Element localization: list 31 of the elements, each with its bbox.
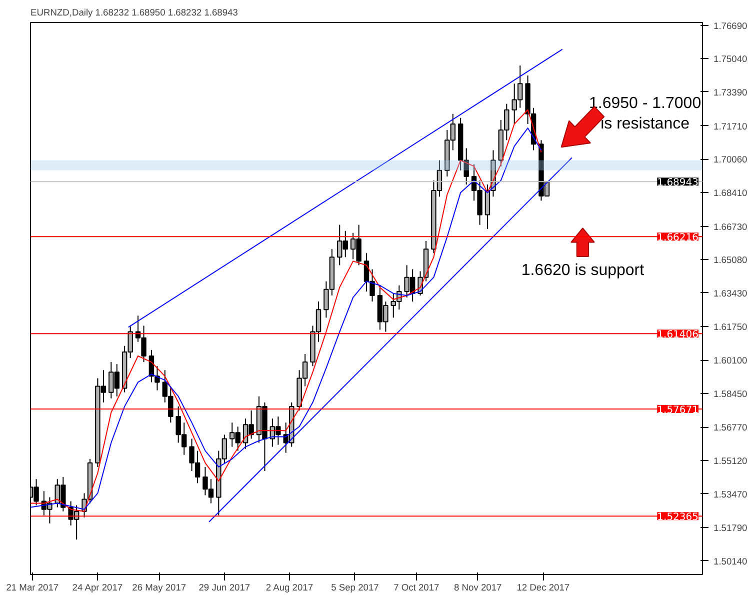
y-tick-label: 1.65080	[714, 255, 748, 266]
ref-line-label: 1.57671	[657, 405, 699, 416]
y-tick-label: 1.66730	[714, 222, 748, 232]
x-tick-label: 2 Aug 2017	[266, 582, 314, 592]
y-tick-label: 1.56770	[714, 422, 748, 433]
y-tick-label: 1.71710	[714, 121, 748, 132]
y-tick-label: 1.75040	[714, 54, 748, 64]
y-tick-label: 1.60100	[714, 356, 748, 366]
y-tick-label: 1.61750	[714, 322, 748, 332]
x-tick-label: 29 Jun 2017	[198, 582, 250, 592]
candlestick	[34, 478, 39, 506]
y-tick-label: 1.63430	[714, 288, 748, 298]
y-tick-label: 1.68410	[714, 188, 748, 198]
x-tick-label: 7 Oct 2017	[394, 582, 440, 592]
annotation: 1.6950 - 1.7000 is resistance	[588, 94, 702, 132]
y-tick-label: 1.76690	[714, 20, 748, 31]
y-tick-label: 1.58450	[714, 388, 748, 399]
x-tick-label: 12 Dec 2017	[516, 582, 570, 592]
x-tick-label: 24 Apr 2017	[72, 582, 123, 592]
x-tick-label: 8 Nov 2017	[454, 582, 502, 592]
x-tick-label: 21 Mar 2017	[6, 582, 59, 592]
y-tick-label: 1.50140	[714, 556, 748, 566]
y-tick-label: 1.53470	[714, 489, 748, 500]
annotation: 1.6620 is support	[521, 262, 645, 280]
x-tick-label: 26 May 2017	[132, 582, 186, 592]
chart-title: EURNZD,Daily 1.68232 1.68950 1.68232 1.68943	[30, 8, 238, 18]
y-tick-label: 1.70060	[714, 154, 748, 165]
y-tick-label: 1.51790	[714, 523, 748, 534]
y-tick-label: 1.73390	[714, 87, 748, 98]
y-tick-label: 1.55120	[714, 456, 748, 466]
x-tick-label: 5 Sep 2017	[331, 582, 379, 592]
